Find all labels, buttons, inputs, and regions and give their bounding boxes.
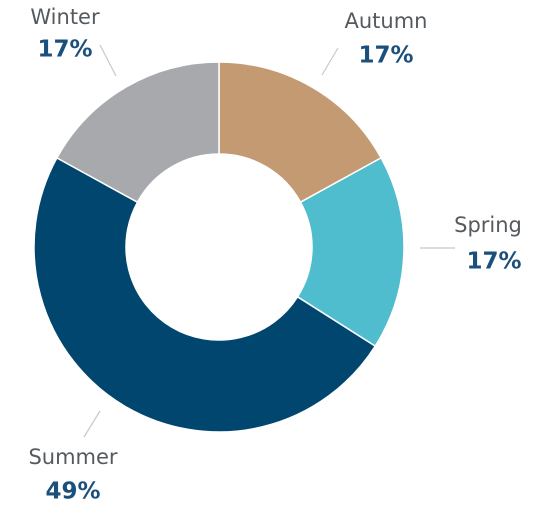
donut-slice <box>296 156 405 348</box>
donut-slice <box>55 61 220 204</box>
slice-label: Winter <box>30 5 100 29</box>
slice-value: 17% <box>466 249 521 275</box>
donut-slice <box>33 156 377 433</box>
slice-label: Spring <box>454 213 522 237</box>
slice-value: 17% <box>37 37 92 63</box>
leader-line <box>83 410 101 438</box>
slice-value: 49% <box>45 479 100 505</box>
slice-label: Autumn <box>345 9 428 33</box>
slice-value: 17% <box>358 43 413 69</box>
leader-line <box>321 47 339 76</box>
leader-line <box>99 44 117 77</box>
slice-label: Summer <box>28 445 117 469</box>
donut-slice <box>218 61 383 204</box>
